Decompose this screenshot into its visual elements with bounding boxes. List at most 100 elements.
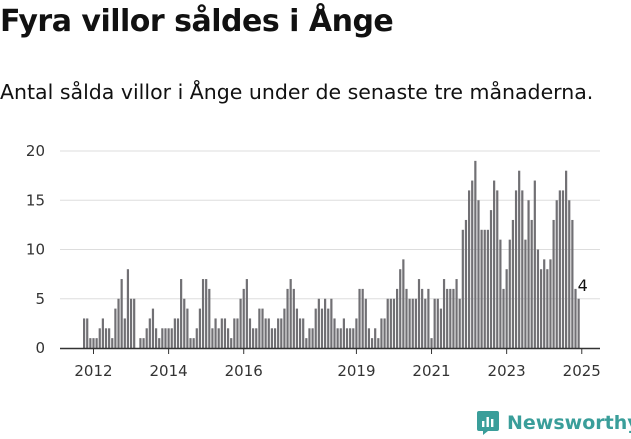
bar: [142, 338, 145, 348]
bar: [496, 190, 499, 348]
bar: [108, 328, 111, 348]
bar: [289, 279, 292, 348]
bar: [120, 279, 123, 348]
bar: [555, 200, 558, 348]
bar: [320, 308, 324, 348]
bar: [327, 308, 330, 348]
bar: [471, 180, 474, 348]
bar: [248, 318, 252, 348]
bar: [461, 229, 464, 348]
bar: [176, 318, 180, 348]
bar: [399, 269, 402, 348]
bar: [164, 328, 167, 348]
bar: [442, 279, 446, 348]
bar: [167, 328, 170, 348]
bar: [123, 318, 126, 348]
bar: [446, 288, 449, 348]
bar: [408, 298, 411, 348]
bar: [474, 160, 477, 348]
bar: [198, 308, 202, 348]
bar: [236, 318, 239, 348]
bar: [342, 318, 345, 348]
x-tick-label: 2012: [74, 362, 112, 380]
bar: [414, 298, 417, 348]
bar: [89, 338, 92, 348]
bar-chart: 0 5 10 15 20 2012 2014 2016 2019 2021 2023 2025 4: [26, 142, 601, 380]
bars: [83, 160, 580, 348]
bar: [546, 269, 549, 348]
x-tick-label: 2021: [412, 362, 450, 380]
bar: [298, 318, 302, 348]
bar: [255, 328, 258, 348]
bar: [571, 219, 574, 348]
bar: [230, 338, 233, 348]
bar: [424, 298, 427, 348]
bar: [349, 328, 352, 348]
bar: [183, 298, 186, 348]
bar: [499, 239, 502, 348]
bar: [449, 288, 452, 348]
bar: [154, 328, 158, 348]
bar: [292, 288, 295, 348]
bar: [83, 318, 86, 348]
bar: [427, 288, 430, 348]
bar: [114, 308, 117, 348]
y-tick-label: 5: [35, 290, 45, 308]
bar: [277, 318, 280, 348]
bar: [411, 298, 414, 348]
bar: [330, 298, 333, 348]
bar: [505, 269, 508, 348]
y-tick-label: 20: [26, 142, 45, 160]
bar: [502, 288, 505, 348]
y-tick-label: 15: [26, 191, 45, 209]
bar: [101, 318, 104, 348]
bar: [295, 308, 299, 348]
bar: [324, 298, 327, 348]
brand-logo[interactable]: Newsworthy: [476, 408, 631, 438]
brand-name: Newsworthy: [507, 412, 631, 434]
bar: [530, 219, 533, 348]
y-tick-label: 10: [26, 241, 45, 259]
bar: [352, 328, 355, 348]
bar: [239, 298, 242, 348]
x-tick-label: 2019: [337, 362, 375, 380]
bar: [286, 288, 289, 348]
bar: [417, 279, 421, 348]
bar: [195, 328, 198, 348]
bar: [358, 288, 361, 348]
bar: [565, 170, 568, 348]
bar: [439, 308, 443, 348]
bar: [86, 318, 89, 348]
bar: [421, 288, 424, 348]
bar: [270, 328, 273, 348]
bar: [433, 298, 436, 348]
bar: [455, 279, 458, 348]
bar: [549, 259, 552, 348]
bar: [311, 328, 314, 348]
bar: [543, 259, 546, 348]
bar: [514, 190, 518, 348]
bar: [333, 318, 336, 348]
bar: [392, 298, 396, 348]
bar: [402, 259, 405, 348]
bar: [430, 338, 433, 348]
bar: [314, 308, 317, 348]
bar: [226, 328, 230, 348]
bar: [302, 318, 305, 348]
x-axis-ticks: 2012 2014 2016 2019 2021 2023 2025: [74, 348, 601, 380]
bar: [148, 318, 151, 348]
bar: [104, 328, 108, 348]
bar: [508, 239, 511, 348]
bar: [336, 328, 339, 348]
bar: [568, 200, 571, 348]
bar: [92, 338, 95, 348]
bar: [211, 328, 214, 348]
bar: [308, 328, 311, 348]
bar: [283, 308, 286, 348]
bar: [145, 328, 148, 348]
bar: [245, 279, 248, 348]
bar: [261, 308, 264, 348]
bar: [577, 298, 580, 348]
bar: [377, 338, 380, 348]
y-tick-label: 0: [35, 339, 45, 357]
